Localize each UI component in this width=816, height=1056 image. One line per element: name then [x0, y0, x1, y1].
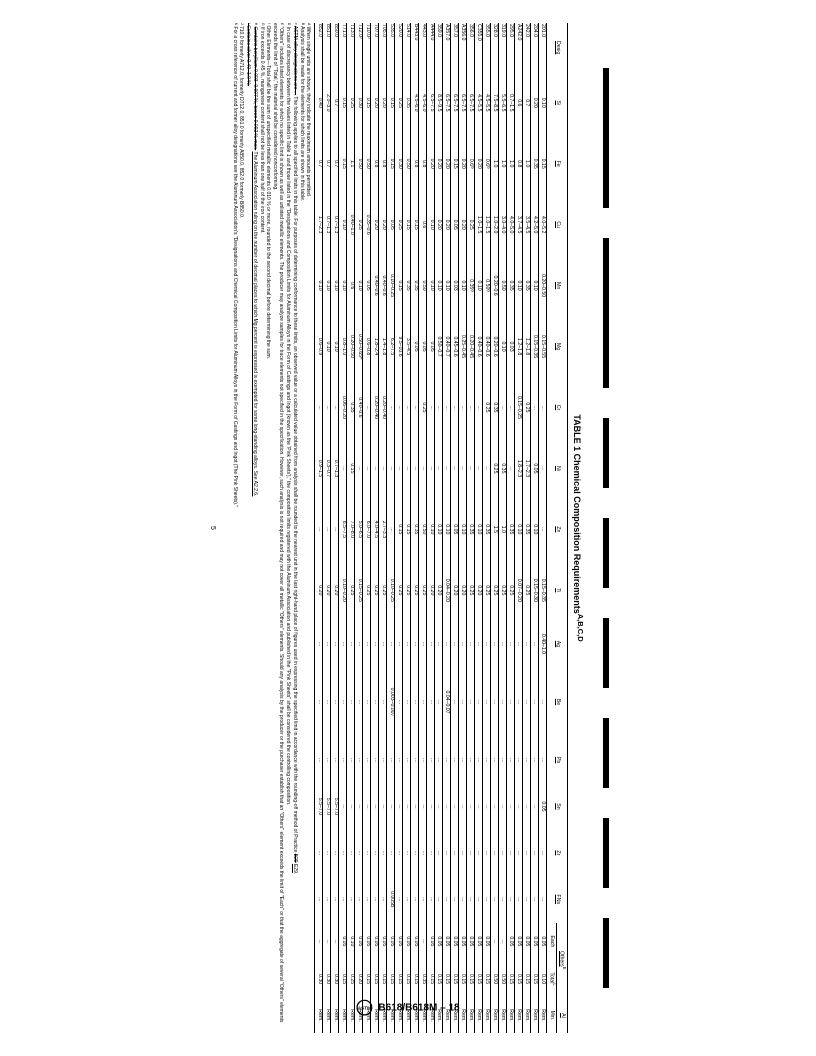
- footnotes: ᴬ When single units are shown, they indi…: [232, 23, 312, 1033]
- col-al: Al: [557, 998, 568, 1033]
- col-mg: Mg: [546, 316, 567, 377]
- col-others: OthersE: [557, 923, 568, 998]
- table-row: C355.04.5–5.50.201.0–1.50.100.40–0.6....…: [474, 23, 482, 1033]
- col-cr: Cr: [546, 377, 567, 438]
- col-al-min: Min.: [546, 998, 557, 1033]
- svg-text:ASTM: ASTM: [358, 1005, 371, 1010]
- standard-id: B618/B618M – 18: [378, 1002, 459, 1013]
- top-redaction-bars: [603, 23, 609, 1033]
- table-row: A356.06.5–7.50.200.200.100.25–0.45......…: [458, 23, 466, 1033]
- table-row: B443.04.5–6.00.80.150.350.05......0.350.…: [411, 23, 419, 1033]
- table-row: 356.06.5–7.50.6ᴳ0.250.35ᴳ0.20–0.45......…: [466, 23, 474, 1033]
- col-be: Be: [546, 667, 567, 737]
- footnote: ᴵ Contains silver 0.40–1.0 %.: [245, 23, 251, 1033]
- table-row: 535.00.150.150.050.10–0.256.2–7.5.......…: [387, 23, 395, 1033]
- table-row: 710.0ᴶ0.150.500.35–0.60.050.6–0.8......6…: [363, 23, 371, 1033]
- col-zn: Zn: [546, 499, 567, 560]
- table-row: A242.00.60.83.7–4.50.101.2–1.80.15–0.251…: [514, 23, 522, 1033]
- footnote: ᶜ ASTM alloy designations are ... The fo…: [292, 23, 298, 1033]
- col-sn: Sn: [546, 783, 567, 829]
- composition-table: DesigSiFeCuMnMgCrNiZnTiAgBePbSnZrFNsOthe…: [315, 23, 569, 1033]
- table-row: A444.06.5–7.50.200.100.100.05......0.100…: [427, 23, 435, 1033]
- col-zr: Zr: [546, 830, 567, 876]
- col-si: Si: [546, 72, 567, 133]
- table-row: 319.05.5–6.51.03.0–4.00.500.10...0.351.0…: [498, 23, 506, 1033]
- table-title: TABLE 1 Chemical Composition Requirement…: [572, 23, 585, 1033]
- col-desig: Desig: [546, 23, 567, 72]
- table-row: A357.06.5–7.50.200.200.100.40–0.7......0…: [443, 23, 451, 1033]
- table-row: 514.00.350.500.150.353.5–4.5......0.150.…: [403, 23, 411, 1033]
- table-row: 359.08.5–9.50.200.200.100.50–0.7......0.…: [435, 23, 443, 1033]
- table-row: 242.00.71.03.5–4.50.351.2–1.80.251.7–2.3…: [522, 23, 530, 1033]
- footnote: ᴮ Analysis shall be made for the element…: [299, 23, 305, 1033]
- table-row: 771.00.150.150.100.100.8–1.00.06–0.20...…: [339, 23, 347, 1033]
- col-fns: FNs: [546, 876, 567, 922]
- table-row: 355.04.5–5.50.6ᴳ1.0–1.50.50ᴳ0.40–0.60.25…: [482, 23, 490, 1033]
- footnote: ᴷ For a cross reference of current and f…: [232, 23, 238, 1033]
- footnote: ᶠ Other Elements—Total shall be the sum …: [265, 23, 271, 1033]
- col-ag: Ag: [546, 621, 567, 667]
- table-row: 713.00.251.10.40–1.00.60.20–0.500.350.15…: [347, 23, 355, 1033]
- table-row: 520.00.250.300.250.159.5–10.6......0.150…: [395, 23, 403, 1033]
- table-row: 328.07.5–8.51.01.0–2.00.20–0.60.20–0.60.…: [490, 23, 498, 1033]
- col-others-total: TotalL: [546, 960, 557, 998]
- side-standard-header: ASTM B618/B618M – 18: [356, 999, 459, 1015]
- page-number: 5: [209, 526, 216, 530]
- table-row: 295.00.7–1.51.04.0–5.00.350.03......0.35…: [506, 23, 514, 1033]
- table-row: 204.00.200.354.2–5.00.100.15–0.35...0.05…: [530, 23, 538, 1033]
- rotated-page: TABLE 1 Chemical Composition Requirement…: [231, 23, 585, 1033]
- col-mn: Mn: [546, 255, 567, 316]
- col-cu: Cu: [546, 194, 567, 255]
- table-row: 850.00.70.70.7–1.30.100.10...0.7–1.3...0…: [331, 23, 339, 1033]
- footnote: ᴬ When single units are shown, they indi…: [305, 23, 311, 1033]
- astm-logo-icon: ASTM: [356, 999, 372, 1015]
- table-row: 705.00.200.80.200.40–0.61.4–1.80.20–0.40…: [379, 23, 387, 1033]
- col-pb: Pb: [546, 737, 567, 783]
- table-row: 443.04.5–6.00.80.60.500.050.25...0.500.2…: [419, 23, 427, 1033]
- table-row: 852.00.400.71.7–2.30.100.6–0.9...0.9–1.5…: [315, 23, 323, 1033]
- footnote: ᴳ If iron exceeds 0.45 %, manganese cont…: [259, 23, 265, 1033]
- footnote: ᴰ In case of discrepancy between the val…: [285, 23, 291, 1033]
- table-row: 357.06.5–7.50.150.050.030.45–0.6......0.…: [450, 23, 458, 1033]
- col-ni: Ni: [546, 438, 567, 499]
- footnote: ᴱ "Others" includes listed elements for …: [272, 23, 285, 1033]
- table-row: 201.00.100.154.0–5.20.20–0.500.15–0.55..…: [538, 23, 546, 1033]
- table-row: 712.0ᴶ0.300.500.250.100.50–0.65ᴴ0.40–0.6…: [355, 23, 363, 1033]
- footnote: ᴶ 710.0 formerly A712.0, formerly D712.0…: [238, 23, 244, 1033]
- col-others-each: Each: [546, 923, 557, 961]
- footnote: ᴴ Contains beryllium 0.003–0.007 %, boro…: [252, 23, 258, 1033]
- col-fe: Fe: [546, 133, 567, 194]
- table-row: 707.00.200.80.200.40–0.61.8–2.40.20–0.40…: [371, 23, 379, 1033]
- col-ti: Ti: [546, 560, 567, 621]
- table-row: 851.02.0–3.00.70.7–1.30.100.10...0.3–0.7…: [323, 23, 331, 1033]
